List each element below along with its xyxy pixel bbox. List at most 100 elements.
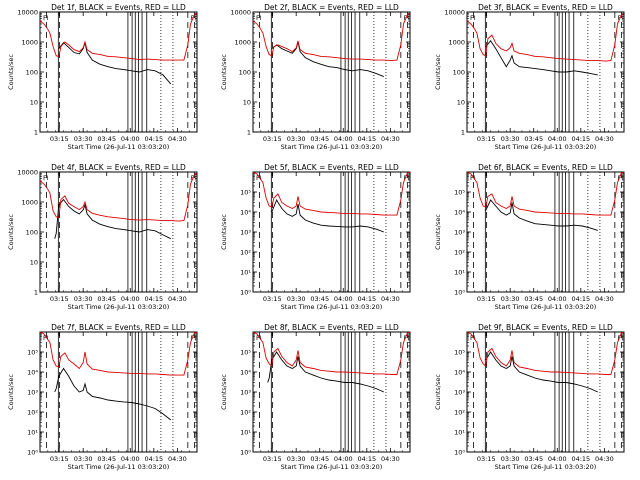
x-tick-label: 03:30 [287,455,306,463]
panel-title: Det 2f, BLACK = Events, RED = LLD [264,3,399,12]
x-tick-label: 03:45 [310,135,329,143]
x-axis-label: Start Time (26-Jul-11 03:03:20) [281,463,383,471]
x-tick-label: 04:30 [595,135,614,143]
flag-mark-right: FI [403,334,409,342]
x-axis-label: Start Time (26-Jul-11 03:03:20) [281,143,383,151]
y-tick-label: 10² [240,249,251,257]
x-tick-label: 04:15 [571,135,590,143]
x-tick-label: 03:45 [524,135,543,143]
panel-title: Det 9f, BLACK = Events, RED = LLD [478,323,613,332]
y-tick-label: 10000 [17,169,38,177]
x-tick-label: 04:15 [357,295,376,303]
y-tick-label: 10 [30,99,38,107]
series-lld [252,171,411,216]
x-tick-label: 04:30 [381,295,400,303]
y-tick-label: 10⁴ [454,209,465,217]
y-axis-label: Counts/sec [7,214,15,250]
y-tick-label: 10³ [240,229,251,237]
y-tick-label: 10000 [444,9,465,17]
plot-frame [252,171,411,293]
series-events [58,42,172,85]
y-tick-label: 10000 [230,9,251,17]
y-tick-label: 10³ [27,389,38,397]
x-axis-label: Start Time (26-Jul-11 03:03:20) [68,143,170,151]
y-axis-label: Counts/sec [7,374,15,410]
flag-mark-left: FI [256,174,262,182]
y-tick-label: 10⁴ [454,369,465,377]
x-tick-label: 03:45 [524,455,543,463]
flag-mark-right: FI [617,334,623,342]
series-lld [252,331,411,375]
series-events [485,199,598,231]
x-tick-label: 03:30 [74,455,93,463]
y-tick-label: 10⁰ [240,289,251,297]
y-tick-label: 100 [239,69,251,77]
x-tick-label: 04:00 [121,135,140,143]
y-tick-label: 100 [26,69,38,77]
plot-frame [39,11,198,133]
series-lld [39,331,198,376]
series-lld [466,13,625,62]
chart-panel-6: Det 6f, BLACK = Events, RED = LLD 10⁰ 10¹ 1… [434,163,625,311]
x-tick-label: 04:30 [381,135,400,143]
x-tick-label: 04:30 [168,455,187,463]
x-tick-label: 04:00 [121,455,140,463]
y-axis-label: Counts/sec [7,54,15,90]
y-tick-label: 10¹ [454,429,465,437]
x-tick-label: 03:15 [477,455,496,463]
chart-panel-7: Det 7f, BLACK = Events, RED = LLD 10⁰ 10¹ 1… [7,323,198,471]
panel-title: Det 8f, BLACK = Events, RED = LLD [264,323,399,332]
plot-frame [39,171,198,293]
chart-panel-8: Det 8f, BLACK = Events, RED = LLD 10⁰ 10¹ 1… [220,323,411,471]
x-tick-label: 04:00 [548,455,567,463]
panel-title: Det 1f, BLACK = Events, RED = LLD [51,3,186,12]
x-tick-label: 04:00 [334,455,353,463]
x-tick-label: 03:30 [287,135,306,143]
x-tick-label: 04:00 [548,135,567,143]
x-tick-label: 04:15 [571,455,590,463]
x-tick-label: 03:45 [310,295,329,303]
flag-mark-left: FI [470,14,476,22]
chart-panel-5: Det 5f, BLACK = Events, RED = LLD 10⁰ 10¹ 1… [220,163,411,311]
y-axis-label: Counts/sec [220,214,228,250]
x-tick-label: 04:15 [144,295,163,303]
x-tick-label: 03:45 [524,295,543,303]
panel-title: Det 7f, BLACK = Events, RED = LLD [51,323,186,332]
series-events [485,40,598,76]
x-tick-label: 04:15 [144,455,163,463]
y-tick-label: 1000 [21,39,38,47]
series-events [54,198,171,240]
x-tick-label: 03:15 [50,455,69,463]
y-tick-label: 100 [26,229,38,237]
x-axis-label: Start Time (26-Jul-11 03:03:20) [495,143,597,151]
series-events [54,367,172,421]
x-tick-label: 04:00 [334,135,353,143]
y-tick-label: 10² [454,249,465,257]
y-tick-label: 10¹ [240,269,251,277]
chart-panel-1: Det 1f, BLACK = Events, RED = LLD 1 10 100 1… [7,3,198,151]
x-axis-label: Start Time (26-Jul-11 03:03:20) [495,303,597,311]
series-events [271,41,384,78]
y-tick-label: 10¹ [454,269,465,277]
flag-mark-right: FI [617,174,623,182]
y-tick-label: 10¹ [240,429,251,437]
y-tick-label: 10² [454,409,465,417]
series-lld [466,171,625,216]
y-axis-label: Counts/sec [434,54,442,90]
x-axis-label: Start Time (26-Jul-11 03:03:20) [68,463,170,471]
x-tick-label: 03:15 [263,135,282,143]
y-tick-label: 10⁴ [27,369,38,377]
y-tick-label: 10 [243,99,251,107]
x-tick-label: 03:15 [263,295,282,303]
series-lld [252,13,411,62]
series-events [485,351,598,393]
y-tick-label: 10³ [454,389,465,397]
y-tick-label: 10⁵ [454,189,465,197]
x-tick-label: 04:15 [144,135,163,143]
x-tick-label: 04:30 [381,455,400,463]
x-tick-label: 04:30 [595,455,614,463]
plot-frame [466,11,625,133]
y-tick-label: 10¹ [27,429,38,437]
chart-panel-3: Det 3f, BLACK = Events, RED = LLD 1 10 100 1… [434,3,625,151]
x-tick-label: 03:15 [263,455,282,463]
